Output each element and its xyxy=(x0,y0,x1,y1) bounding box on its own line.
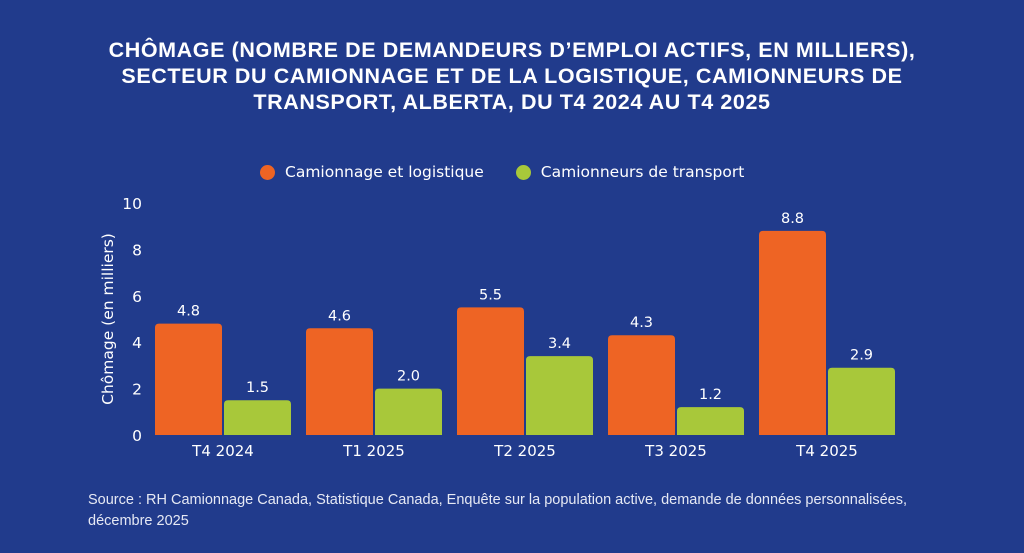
data-label: 1.5 xyxy=(246,380,269,396)
legend-label: Camionneurs de transport xyxy=(540,163,745,181)
data-label: 8.8 xyxy=(781,211,804,227)
y-tick-label: 4 xyxy=(132,334,142,352)
chart-title-line-3: TRANSPORT, ALBERTA, DU T4 2024 AU T4 202… xyxy=(253,90,771,114)
source-note: Source : RH Camionnage Canada, Statistiq… xyxy=(88,492,907,529)
chart-legend: Camionnage et logistique Camionneurs de … xyxy=(260,163,776,181)
chart-title-line-1: CHÔMAGE (NOMBRE DE DEMANDEURS D’EMPLOI A… xyxy=(108,38,916,62)
chart-title-line-2: SECTEUR DU CAMIONNAGE ET DE LA LOGISTIQU… xyxy=(121,64,903,88)
legend-item-camionneurs: Camionneurs de transport xyxy=(515,163,745,181)
legend-swatch-green xyxy=(515,164,531,180)
x-tick-label: T4 2024 xyxy=(191,442,254,460)
y-tick-label: 0 xyxy=(132,427,142,445)
y-tick-label: 2 xyxy=(132,381,142,399)
bar-camionneurs xyxy=(677,407,744,435)
x-tick-label: T3 2025 xyxy=(644,442,707,460)
y-axis-label: Chômage (en milliers) xyxy=(99,233,117,405)
data-label: 4.8 xyxy=(177,304,200,320)
bar-camionnage xyxy=(155,323,222,435)
data-label: 1.2 xyxy=(699,387,722,403)
bar-camionnage xyxy=(457,307,524,435)
legend-label: Camionnage et logistique xyxy=(285,163,484,181)
bar-camionneurs xyxy=(224,400,291,435)
bar-camionnage xyxy=(306,328,373,435)
data-label: 3.4 xyxy=(548,336,571,352)
y-tick-label: 10 xyxy=(122,195,142,213)
data-label: 2.0 xyxy=(397,369,420,385)
x-tick-label: T4 2025 xyxy=(795,442,858,460)
legend-item-camionnage: Camionnage et logistique xyxy=(260,163,484,181)
x-tick-label: T2 2025 xyxy=(493,442,556,460)
bar-camionnage xyxy=(608,335,675,435)
chart-title: CHÔMAGE (NOMBRE DE DEMANDEURS D’EMPLOI A… xyxy=(0,37,1024,115)
data-label: 4.3 xyxy=(630,315,653,331)
bar-camionnage xyxy=(759,230,826,435)
bar-camionneurs xyxy=(526,356,593,435)
data-label: 5.5 xyxy=(479,287,502,303)
y-tick-label: 6 xyxy=(132,288,142,306)
x-tick-label: T1 2025 xyxy=(342,442,405,460)
bar-camionneurs xyxy=(375,388,442,435)
data-label: 4.6 xyxy=(328,308,351,324)
legend-swatch-orange xyxy=(260,164,275,180)
y-tick-label: 8 xyxy=(132,241,142,259)
data-label: 2.9 xyxy=(850,348,873,364)
bar-camionneurs xyxy=(828,367,895,435)
